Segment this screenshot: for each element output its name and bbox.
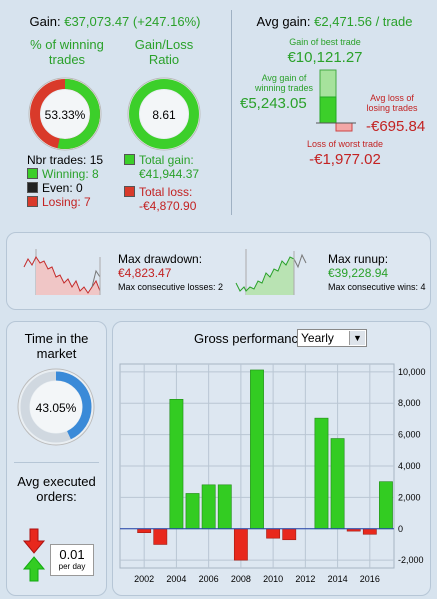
y-tick-label: 2,000 <box>398 492 421 502</box>
x-tick-label: 2002 <box>134 574 154 584</box>
market-title: Time in the market <box>24 331 89 361</box>
pct-winning-title: % of winning trades <box>30 37 104 67</box>
bar <box>169 399 184 530</box>
avg-loss-value: -€695.84 <box>366 118 426 135</box>
gain-loss-value: 8.61 <box>152 108 176 122</box>
gain-value: €37,073.47 (+247.16%) <box>64 14 201 29</box>
bar <box>379 481 393 530</box>
avg-win-label: Avg gain of winning trades <box>254 73 314 93</box>
total-loss-value: -€4,870.90 <box>139 199 197 213</box>
worst-trade-label: Loss of worst trade <box>306 139 384 149</box>
bar <box>233 528 248 561</box>
bottom-left-divider <box>14 462 99 463</box>
avg-loss-label: Avg loss of losing trades <box>366 93 418 113</box>
x-tick-label: 2008 <box>231 574 251 584</box>
bar <box>137 528 152 533</box>
gain-loss-donut: 8.61 <box>127 77 201 151</box>
runup-chart <box>235 249 307 295</box>
winning-arc <box>30 79 100 149</box>
x-tick-label: 2014 <box>328 574 348 584</box>
x-tick-label: 2016 <box>360 574 380 584</box>
losing-swatch <box>27 196 38 207</box>
bar <box>185 493 200 530</box>
total-loss-swatch <box>124 186 135 197</box>
bar <box>250 369 264 530</box>
pct-winning-value: 53.33% <box>45 108 86 122</box>
market-donut: 43.05% <box>17 368 95 446</box>
drawdown-sub: Max consecutive losses: 2 <box>118 282 224 292</box>
total-gain-label: Total gain: <box>139 153 194 167</box>
avg-gain-bars <box>316 69 356 132</box>
drawdown-info: Max drawdown: €4,823.47 Max consecutive … <box>118 252 223 294</box>
nbr-trades: Nbr trades: 15 <box>27 153 104 167</box>
winning-row: Winning: 8 <box>27 167 103 181</box>
avg-gain-header: Avg gain: €2,471.56 / trade <box>232 14 437 29</box>
runup-value: €39,228.94 <box>328 266 389 280</box>
even-count: Even: 0 <box>42 181 83 195</box>
bar <box>362 528 377 535</box>
orders-unit: per day <box>58 562 86 571</box>
even-row: Even: 0 <box>27 181 103 195</box>
market-value: 43.05% <box>36 401 77 415</box>
orders-title: Avg executed orders: <box>17 474 96 504</box>
gain-header: Gain: €37,073.47 (+247.16%) <box>0 14 230 29</box>
bar <box>201 484 216 530</box>
trade-counts: Nbr trades: 15 Winning: 8 Even: 0 Losing… <box>27 153 103 209</box>
gross-performance-label: Gross performance <box>194 331 306 346</box>
best-trade-label: Gain of best trade <box>289 37 361 47</box>
bar <box>266 528 281 539</box>
gain-label: Gain: <box>29 14 61 29</box>
totals: Total gain: €41,944.37 Total loss: -€4,8… <box>124 153 199 213</box>
total-loss-label: Total loss: <box>139 185 193 199</box>
runup-sub: Max consecutive wins: 4 <box>328 282 426 292</box>
y-tick-label: 8,000 <box>398 398 421 408</box>
bar <box>314 417 329 530</box>
y-tick-label: 6,000 <box>398 430 421 440</box>
gross-performance-chart: 10,000 8,000 6,000 4,000 2,000 0 -2,000 2002 200… <box>119 363 426 584</box>
y-tick-label: -2,000 <box>398 555 424 565</box>
bar <box>217 484 232 530</box>
divider-vertical <box>231 10 232 215</box>
y-tick-label: 4,000 <box>398 461 421 471</box>
best-trade-value: €10,121.27 <box>287 49 363 66</box>
x-tick-label: 2006 <box>199 574 219 584</box>
orders-box: 0.01 per day <box>50 544 94 576</box>
pct-winning-donut: 53.33% <box>28 77 102 151</box>
period-select-value: Yearly <box>301 331 334 345</box>
winning-count: Winning: 8 <box>42 167 99 181</box>
y-tick-label: 0 <box>398 524 403 534</box>
worst-trade-value: -€1,977.02 <box>309 151 381 168</box>
orders-value: 0.01 <box>59 547 85 562</box>
avg-gain-value: €2,471.56 / trade <box>314 14 413 29</box>
market-arc <box>20 371 92 443</box>
drawdown-chart <box>23 249 101 295</box>
gain-loss-title: Gain/Loss Ratio <box>134 37 194 67</box>
total-gain-row: Total gain: <box>124 153 199 167</box>
orders-arrows <box>22 527 48 583</box>
runup-label: Max runup: <box>328 252 389 266</box>
y-tick-label: 10,000 <box>398 367 426 377</box>
x-tick-label: 2012 <box>295 574 315 584</box>
drawdown-label: Max drawdown: <box>118 252 203 266</box>
runup-info: Max runup: €39,228.94 Max consecutive wi… <box>328 252 426 294</box>
avg-win-value: €5,243.05 <box>240 95 307 112</box>
period-select[interactable]: Yearly ▼ <box>297 329 367 347</box>
total-gain-value: €41,944.37 <box>139 167 200 181</box>
bar <box>330 438 345 530</box>
total-gain-swatch <box>124 154 135 165</box>
even-swatch <box>27 182 38 193</box>
chevron-down-icon[interactable]: ▼ <box>349 331 365 345</box>
avg-gain-label: Avg gain: <box>256 14 311 29</box>
x-tick-label: 2010 <box>263 574 283 584</box>
winning-swatch <box>27 168 38 179</box>
x-tick-label: 2004 <box>166 574 186 584</box>
bar <box>282 528 297 541</box>
total-loss-row: Total loss: <box>124 185 199 199</box>
losing-row: Losing: 7 <box>27 195 103 209</box>
drawdown-runup-panel <box>6 232 431 310</box>
bar <box>153 528 168 545</box>
drawdown-value: €4,823.47 <box>118 266 172 280</box>
losing-count: Losing: 7 <box>42 195 91 209</box>
